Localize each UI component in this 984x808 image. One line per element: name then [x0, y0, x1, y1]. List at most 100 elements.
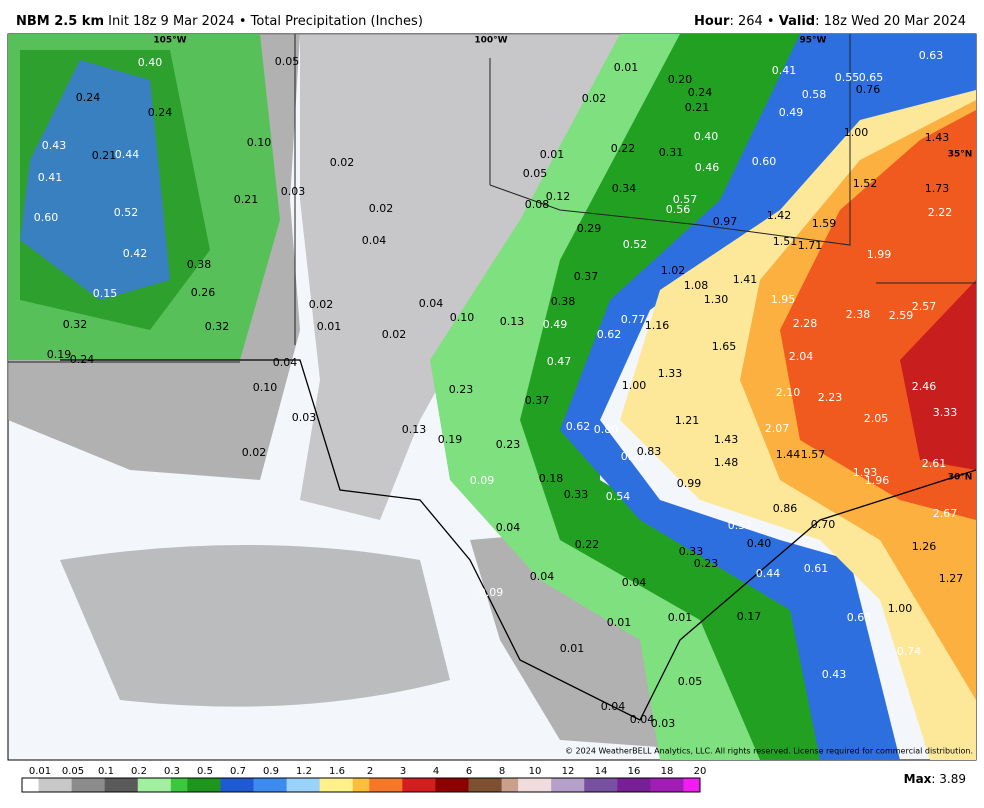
colorbar-label: 20 — [694, 766, 707, 777]
precip-value: 0.23 — [449, 383, 474, 396]
init: Init 18z 9 Mar 2024 • Total Precipitatio… — [108, 14, 423, 29]
precip-value: 0.02 — [330, 156, 355, 169]
precip-value: 0.42 — [123, 247, 148, 260]
precip-value: 0.47 — [547, 355, 572, 368]
colorbar-swatch — [385, 778, 403, 792]
colorbar-swatch — [683, 778, 701, 792]
precip-value: 0.05 — [678, 675, 703, 688]
colorbar-swatch — [253, 778, 271, 792]
precip-value: 0.44 — [115, 148, 140, 161]
precip-value: 0.01 — [540, 148, 565, 161]
precip-value: 2.61 — [922, 457, 947, 470]
max-value: : 3.89 — [931, 772, 966, 786]
precip-value: 0.52 — [114, 206, 139, 219]
precip-value: 0.41 — [38, 171, 63, 184]
precip-value: 0.01 — [317, 320, 342, 333]
precip-value: 0.70 — [811, 518, 836, 531]
colorbar-label: 4 — [433, 766, 439, 777]
graticule-label: 95°W — [800, 36, 827, 46]
precip-value: 0.04 — [622, 576, 647, 589]
colorbar-swatch — [650, 778, 668, 792]
colorbar-swatch — [551, 778, 569, 792]
colorbar-swatch — [38, 778, 56, 792]
hour-value: : 264 • — [729, 14, 774, 29]
precip-value: 1.95 — [771, 293, 796, 306]
colorbar-label: 2 — [367, 766, 373, 777]
precip-value: 1.59 — [812, 217, 837, 230]
graticule-label: 105°W — [153, 36, 186, 46]
precip-value: 0.24 — [76, 91, 101, 104]
precip-value: 2.38 — [846, 308, 871, 321]
precip-value: 0.04 — [601, 700, 626, 713]
colorbar-label: 10 — [529, 766, 542, 777]
colorbar-swatch — [584, 778, 602, 792]
colorbar-label: 14 — [595, 766, 608, 777]
colorbar-swatch — [303, 778, 321, 792]
precip-value: 0.46 — [695, 161, 720, 174]
colorbar-swatch — [170, 778, 188, 792]
precip-value: 0.01 — [668, 611, 693, 624]
precip-value: 1.65 — [712, 340, 737, 353]
precip-value: 0.02 — [582, 92, 607, 105]
precip-value: 2.04 — [789, 350, 814, 363]
precip-value: 1.41 — [733, 273, 758, 286]
precip-value: 1.73 — [925, 182, 950, 195]
colorbar-swatch — [617, 778, 635, 792]
precip-value: 1.30 — [704, 293, 729, 306]
precip-value: 0.40 — [747, 537, 772, 550]
header-model: NBM 2.5 km Init 18z 9 Mar 2024 • Total P… — [16, 14, 423, 29]
hour-label: Hour — [694, 14, 730, 29]
colorbar-swatch — [468, 778, 486, 792]
precip-value: 0.23 — [496, 438, 521, 451]
precip-value: 0.03 — [281, 185, 306, 198]
precip-value: 1.08 — [684, 279, 709, 292]
precip-value: 0.99 — [677, 477, 702, 490]
precip-value: 0.10 — [247, 136, 272, 149]
precip-value: 0.24 — [148, 106, 173, 119]
precip-value: 1.93 — [853, 466, 878, 479]
precip-value: 0.01 — [560, 642, 585, 655]
colorbar-swatch — [418, 778, 436, 792]
colorbar-swatch — [220, 778, 238, 792]
precip-value: 0.04 — [530, 570, 555, 583]
precip-value: 0.97 — [713, 215, 738, 228]
precip-value: 1.51 — [773, 235, 798, 248]
graticule-label: 35°N — [948, 150, 973, 160]
precip-value: 1.00 — [622, 379, 647, 392]
colorbar-label: 0.9 — [263, 766, 279, 777]
colorbar-label: 0.7 — [230, 766, 246, 777]
precip-value: 1.71 — [798, 239, 823, 252]
precip-value: 1.96 — [865, 474, 890, 487]
colorbar-label: 0.05 — [62, 766, 84, 777]
precip-value: 0.10 — [253, 381, 278, 394]
precip-value: 2.67 — [933, 507, 958, 520]
precip-value: 0.62 — [597, 328, 622, 341]
precip-value: 0.40 — [138, 56, 163, 69]
colorbar-swatch — [518, 778, 536, 792]
precip-value: 0.21 — [685, 101, 710, 114]
precip-value: 1.33 — [658, 367, 683, 380]
colorbar-swatch — [270, 778, 288, 792]
colorbar-swatch — [88, 778, 106, 792]
precip-value: 0.02 — [242, 446, 267, 459]
precip-value: 1.02 — [661, 264, 686, 277]
max: Max: 3.89 — [904, 772, 966, 786]
precip-value: 0.24 — [70, 353, 95, 366]
colorbar-swatch — [402, 778, 420, 792]
colorbar-swatch — [336, 778, 354, 792]
colorbar-swatch — [187, 778, 205, 792]
precip-value: 0.77 — [621, 313, 646, 326]
precip-value: 0.13 — [402, 423, 427, 436]
colorbar-frame — [21, 777, 701, 793]
valid-value: : 18z Wed 20 Mar 2024 — [815, 14, 966, 29]
precip-value: 1.16 — [645, 319, 670, 332]
precip-value: 0.58 — [802, 88, 827, 101]
colorbar-label: 0.1 — [98, 766, 114, 777]
precip-value: 2.22 — [928, 206, 953, 219]
precip-value: 0.43 — [42, 139, 67, 152]
colorbar-swatch — [633, 778, 651, 792]
precip-value: 0.65 — [859, 71, 884, 84]
precip-value: 0.83 — [637, 445, 662, 458]
colorbar-swatch — [236, 778, 255, 792]
